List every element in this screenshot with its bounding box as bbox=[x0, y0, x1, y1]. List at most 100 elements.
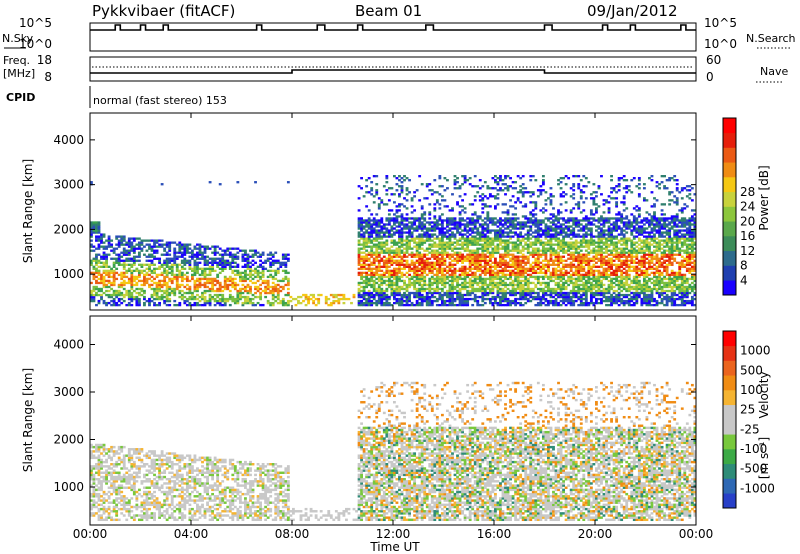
power-cell bbox=[208, 257, 212, 260]
power-cell bbox=[130, 257, 134, 260]
power-cell bbox=[478, 289, 482, 293]
power-cell bbox=[501, 183, 505, 186]
power-cell bbox=[526, 267, 530, 271]
power-cell bbox=[375, 269, 379, 273]
power-cell bbox=[448, 291, 452, 295]
power-cell bbox=[476, 301, 480, 305]
power-cell bbox=[408, 243, 411, 246]
power-cell bbox=[511, 273, 515, 277]
power-cell bbox=[577, 297, 581, 301]
power-cell bbox=[496, 303, 500, 307]
power-cell bbox=[365, 271, 369, 275]
power-cell bbox=[471, 221, 475, 224]
power-cell bbox=[163, 259, 167, 262]
power-cell bbox=[370, 239, 374, 242]
power-cell bbox=[428, 223, 432, 226]
power-cell bbox=[405, 235, 409, 238]
power-cell bbox=[461, 247, 464, 250]
power-cell bbox=[539, 287, 543, 291]
power-cell bbox=[499, 223, 502, 226]
power-cell bbox=[526, 219, 530, 222]
power-cell bbox=[137, 243, 141, 246]
power-cell bbox=[564, 231, 568, 234]
power-cell bbox=[473, 231, 477, 234]
power-cell bbox=[382, 295, 386, 299]
power-cell bbox=[579, 275, 583, 279]
power-cell bbox=[418, 275, 422, 279]
power-cell bbox=[387, 233, 391, 236]
power-cell bbox=[122, 251, 126, 254]
power-cell bbox=[451, 287, 454, 291]
power-cell bbox=[398, 279, 401, 283]
power-cell bbox=[488, 187, 492, 190]
power-cell bbox=[423, 241, 427, 244]
power-cell bbox=[443, 291, 447, 295]
power-cell bbox=[448, 209, 452, 212]
power-cell bbox=[143, 283, 146, 287]
power-cell bbox=[367, 295, 371, 299]
power-cell bbox=[120, 243, 124, 246]
power-cell bbox=[377, 229, 381, 232]
power-cell bbox=[473, 299, 477, 303]
power-cell bbox=[524, 269, 528, 273]
power-cell bbox=[587, 219, 591, 222]
power-cell bbox=[271, 289, 275, 293]
power-cell bbox=[314, 303, 318, 307]
power-cell bbox=[382, 249, 386, 252]
power-cell bbox=[526, 285, 530, 289]
power-cell bbox=[589, 229, 593, 232]
power-cell bbox=[423, 197, 427, 200]
power-cell bbox=[501, 299, 505, 303]
power-cell bbox=[135, 297, 139, 301]
power-cell bbox=[430, 261, 434, 264]
power-cell bbox=[206, 259, 209, 262]
power-cell bbox=[476, 263, 480, 266]
power-cell bbox=[562, 259, 565, 262]
power-cell bbox=[398, 203, 401, 206]
power-cell bbox=[370, 231, 374, 234]
power-cell bbox=[579, 297, 583, 301]
power-cell bbox=[365, 299, 369, 303]
power-cell bbox=[529, 267, 533, 271]
power-cell bbox=[254, 291, 257, 295]
power-cell bbox=[557, 269, 560, 273]
power-cell bbox=[198, 243, 202, 246]
power-cell bbox=[476, 219, 480, 222]
power-cell bbox=[582, 217, 586, 220]
power-cell bbox=[433, 295, 437, 299]
power-cell bbox=[446, 253, 449, 256]
power-cell bbox=[415, 245, 419, 248]
power-cell bbox=[549, 195, 553, 198]
power-cell bbox=[519, 279, 523, 283]
power-cell bbox=[405, 247, 409, 250]
power-cell bbox=[420, 235, 424, 238]
power-cell bbox=[382, 271, 386, 275]
power-cell bbox=[238, 287, 242, 291]
power-cell bbox=[587, 269, 591, 273]
power-cell bbox=[552, 299, 555, 303]
power-cell bbox=[584, 241, 588, 244]
power-cell bbox=[476, 283, 480, 287]
power-cell bbox=[362, 231, 366, 234]
power-cell bbox=[196, 263, 199, 266]
power-cell bbox=[105, 285, 108, 289]
power-cell bbox=[521, 297, 525, 301]
power-cell bbox=[198, 303, 202, 307]
power-cell bbox=[577, 185, 581, 188]
power-cell bbox=[281, 257, 285, 260]
power-cell bbox=[208, 281, 212, 285]
power-cell bbox=[160, 183, 164, 186]
power-cell bbox=[115, 277, 119, 281]
power-cell bbox=[440, 241, 444, 244]
power-cell bbox=[377, 285, 381, 289]
power-cell bbox=[115, 301, 119, 305]
power-cell bbox=[97, 245, 101, 248]
power-cell bbox=[418, 281, 422, 285]
power-cell bbox=[357, 259, 361, 262]
power-cell bbox=[203, 259, 207, 262]
power-cell bbox=[529, 253, 533, 256]
power-cell bbox=[471, 243, 475, 246]
power-cell bbox=[271, 301, 275, 305]
power-cell bbox=[385, 175, 389, 178]
power-cell bbox=[302, 293, 305, 297]
